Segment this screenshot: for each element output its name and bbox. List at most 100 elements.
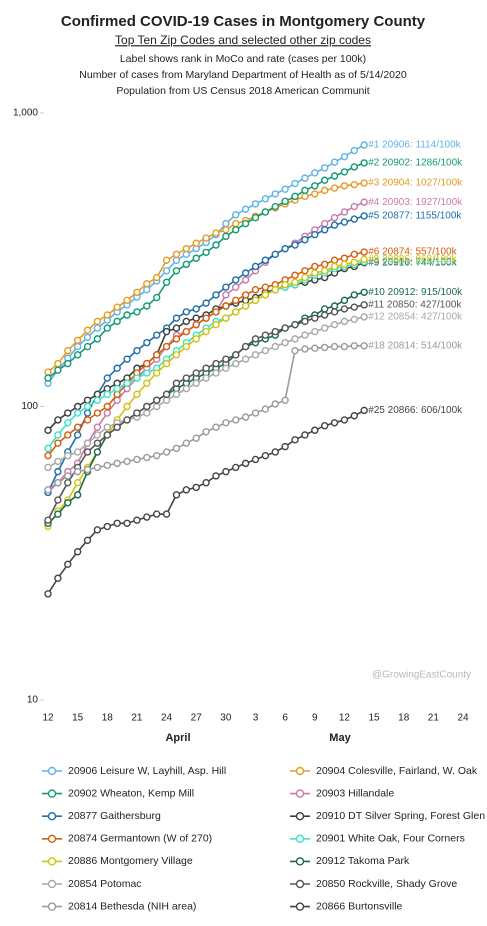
data-point bbox=[232, 296, 240, 305]
data-point bbox=[320, 176, 329, 184]
data-point bbox=[311, 190, 319, 198]
data-point bbox=[271, 202, 279, 211]
y-tick-label: 100 bbox=[21, 401, 38, 412]
data-point bbox=[93, 335, 102, 343]
data-point bbox=[143, 369, 151, 377]
legend-marker bbox=[295, 857, 305, 866]
end-label: #25 20866: 606/100k bbox=[368, 405, 463, 416]
data-point bbox=[103, 423, 111, 431]
data-point bbox=[301, 174, 309, 182]
data-point bbox=[301, 267, 309, 275]
data-point bbox=[330, 419, 339, 427]
data-point bbox=[103, 390, 111, 399]
data-point bbox=[241, 219, 250, 228]
data-point bbox=[301, 186, 309, 195]
note: Label shows rank in MoCo and rate (cases… bbox=[120, 53, 366, 65]
legend-label: 20906 Leisure W, Layhill, Asp. Hill bbox=[68, 765, 226, 777]
data-point bbox=[261, 208, 270, 216]
data-point bbox=[360, 313, 368, 321]
data-point bbox=[271, 190, 279, 198]
data-point bbox=[232, 283, 240, 291]
data-point bbox=[152, 369, 161, 377]
data-point bbox=[64, 359, 72, 368]
data-point bbox=[251, 262, 260, 271]
data-point bbox=[232, 211, 240, 219]
data-point bbox=[251, 200, 260, 208]
data-point bbox=[340, 296, 349, 305]
data-point bbox=[83, 416, 92, 424]
data-point bbox=[320, 260, 329, 269]
data-point bbox=[291, 335, 299, 343]
data-point bbox=[162, 267, 171, 275]
data-point bbox=[232, 416, 240, 424]
data-point bbox=[301, 431, 309, 439]
x-tick-label: 24 bbox=[161, 713, 173, 724]
data-point bbox=[73, 548, 82, 556]
data-point bbox=[330, 184, 339, 192]
end-label: #8 20886: 968/100k bbox=[368, 254, 457, 265]
data-point bbox=[311, 230, 319, 239]
data-point bbox=[360, 255, 368, 264]
y-tick-label: 10 bbox=[27, 695, 39, 706]
data-point bbox=[360, 288, 368, 296]
data-point bbox=[123, 379, 131, 387]
data-point bbox=[133, 374, 141, 382]
x-tick-label: 15 bbox=[369, 713, 381, 724]
data-point bbox=[93, 396, 102, 404]
data-point bbox=[340, 208, 349, 216]
legend-label: 20904 Colesville, Fairland, W. Oak bbox=[316, 765, 478, 777]
data-point bbox=[143, 359, 151, 368]
end-label: #18 20814: 514/100k bbox=[368, 340, 463, 351]
data-point bbox=[44, 516, 52, 524]
legend-label: 20874 Germantown (W of 270) bbox=[68, 833, 212, 845]
data-point bbox=[113, 364, 121, 372]
data-point bbox=[83, 396, 92, 404]
legend-marker bbox=[295, 879, 305, 889]
data-point bbox=[143, 302, 151, 310]
data-point bbox=[64, 479, 72, 487]
end-label: #1 20906: 1114/100k bbox=[368, 140, 461, 151]
data-point bbox=[320, 164, 329, 172]
data-point bbox=[133, 455, 141, 464]
data-point bbox=[241, 276, 250, 284]
data-point bbox=[202, 327, 210, 336]
data-point bbox=[172, 351, 181, 359]
data-point bbox=[113, 317, 121, 326]
legend-marker bbox=[47, 879, 57, 889]
legend-label: 20886 Montgomery Village bbox=[68, 855, 193, 867]
data-point bbox=[172, 324, 181, 332]
data-point bbox=[271, 286, 279, 294]
x-tick-label: 6 bbox=[282, 713, 288, 724]
data-point bbox=[143, 409, 151, 417]
data-point bbox=[212, 472, 220, 480]
data-point bbox=[340, 305, 349, 313]
data-point bbox=[330, 172, 339, 180]
month-label: May bbox=[329, 732, 351, 744]
data-point bbox=[232, 351, 240, 359]
data-point bbox=[93, 463, 102, 472]
data-point bbox=[64, 560, 72, 568]
data-point bbox=[83, 448, 92, 456]
data-point bbox=[73, 409, 82, 417]
data-point bbox=[103, 311, 111, 319]
data-point bbox=[73, 431, 82, 439]
data-point bbox=[172, 314, 181, 322]
end-label: #6 20874: 557/100k bbox=[368, 247, 457, 258]
data-point bbox=[152, 402, 161, 411]
data-point bbox=[281, 324, 289, 332]
legend-marker bbox=[295, 789, 305, 798]
data-point bbox=[182, 374, 191, 382]
data-point bbox=[232, 219, 240, 228]
data-point bbox=[93, 439, 102, 447]
data-point bbox=[261, 291, 270, 299]
data-point bbox=[123, 311, 131, 319]
data-point bbox=[271, 250, 279, 259]
x-tick-label: 18 bbox=[398, 713, 410, 724]
data-point bbox=[281, 244, 289, 253]
data-point bbox=[311, 182, 319, 190]
data-point bbox=[212, 369, 220, 377]
data-point bbox=[232, 463, 240, 472]
legend-marker bbox=[295, 902, 305, 911]
data-point bbox=[330, 158, 339, 166]
legend-label: 20854 Potomac bbox=[68, 878, 142, 890]
